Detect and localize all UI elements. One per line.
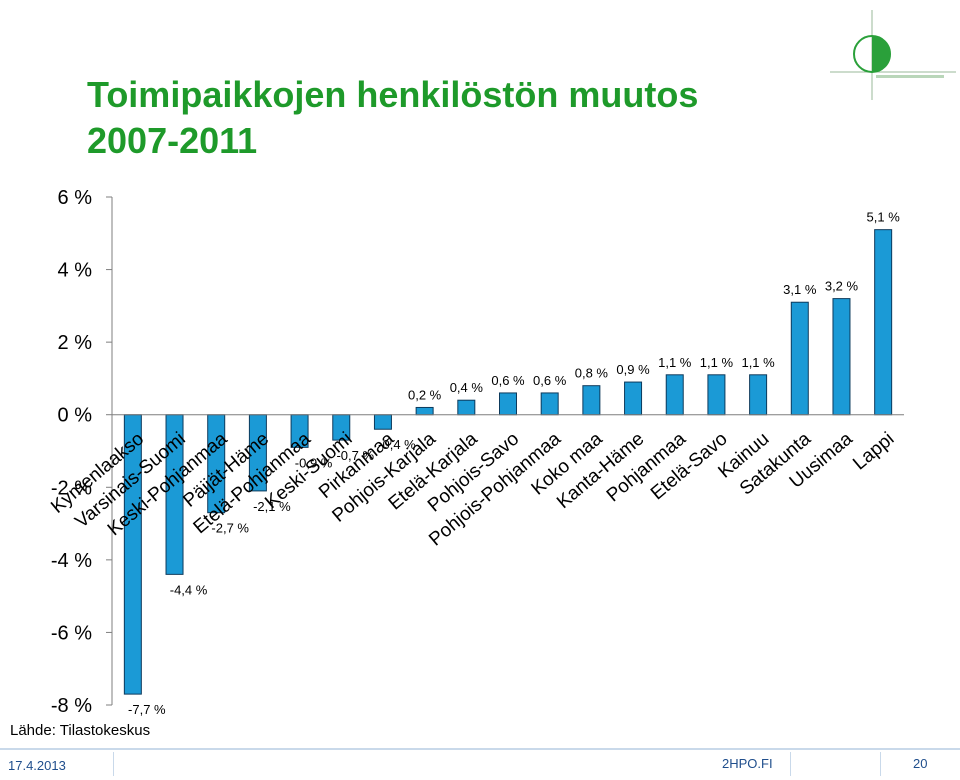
data-label: -2,7 % xyxy=(211,521,249,536)
data-label: 1,1 % xyxy=(741,355,775,370)
y-tick-label: 0 % xyxy=(58,405,93,427)
data-label: 0,6 % xyxy=(533,373,567,388)
data-labels: -7,7 % -4,4 % -2,7 % -2,1 % -0,9 % -0,7 % -0,4… xyxy=(128,210,900,717)
data-label: 0,9 % xyxy=(616,362,650,377)
axes xyxy=(111,197,904,705)
source-note: Lähde: Tilastokeskus xyxy=(10,722,151,739)
footer-separator xyxy=(790,752,791,776)
y-tick-label: -2 % xyxy=(51,477,92,499)
y-tick-label: 4 % xyxy=(58,260,93,282)
data-label: 5,1 % xyxy=(867,210,901,225)
data-label: 0,4 % xyxy=(450,380,484,395)
footer-divider xyxy=(0,748,960,750)
data-label: -0,4 % xyxy=(378,437,416,452)
bar xyxy=(707,374,726,416)
title-line-1: Toimipaikkojen henkilöstön muutos xyxy=(87,74,699,115)
y-tick-label: -4 % xyxy=(51,550,92,572)
bar xyxy=(790,301,809,416)
bar xyxy=(749,374,768,416)
data-label: -0,9 % xyxy=(295,455,333,470)
data-label: 1,1 % xyxy=(658,355,692,370)
footer-separator xyxy=(113,752,114,776)
bar xyxy=(624,381,643,416)
category-label: Lappi xyxy=(849,428,898,474)
data-label: 0,2 % xyxy=(408,387,442,402)
bar xyxy=(832,298,851,416)
data-label: -0,7 % xyxy=(336,448,374,463)
grid-lines xyxy=(106,196,112,706)
bar xyxy=(373,414,392,430)
bar xyxy=(582,385,601,416)
bars xyxy=(123,229,893,695)
y-axis-ticks: 6 % 4 % 2 % 0 % -2 % -4 % -6 % -8 % xyxy=(51,187,92,717)
logo xyxy=(830,10,956,100)
bar xyxy=(874,229,893,416)
page-title: Toimipaikkojen henkilöstön muutos 2007-2… xyxy=(87,72,847,164)
bar xyxy=(499,392,517,416)
bar-chart: 6 % 4 % 2 % 0 % -2 % -4 % -6 % -8 % -7,7 % -4,4 … xyxy=(47,187,904,717)
data-label: 0,6 % xyxy=(491,373,525,388)
y-tick-label: -6 % xyxy=(51,622,92,644)
y-tick-label: 2 % xyxy=(58,332,93,354)
data-label: -4,4 % xyxy=(170,582,208,597)
bar xyxy=(415,406,434,416)
y-tick-label: 6 % xyxy=(58,187,93,209)
data-label: 3,1 % xyxy=(783,282,817,297)
footer-date: 17.4.2013 xyxy=(8,758,66,773)
data-label: -2,1 % xyxy=(253,499,291,514)
bar xyxy=(540,392,559,416)
data-label: -7,7 % xyxy=(128,702,166,717)
bar xyxy=(457,399,476,416)
bar xyxy=(665,374,684,416)
data-label: 0,8 % xyxy=(575,366,609,381)
footer-site: 2HPO.FI xyxy=(722,756,773,771)
y-tick-label: -8 % xyxy=(51,695,92,717)
footer-separator xyxy=(880,752,881,776)
data-label: 1,1 % xyxy=(700,355,734,370)
data-label: 3,2 % xyxy=(825,279,859,294)
footer-page-number: 20 xyxy=(913,756,928,771)
title-line-2: 2007-2011 xyxy=(87,120,258,161)
